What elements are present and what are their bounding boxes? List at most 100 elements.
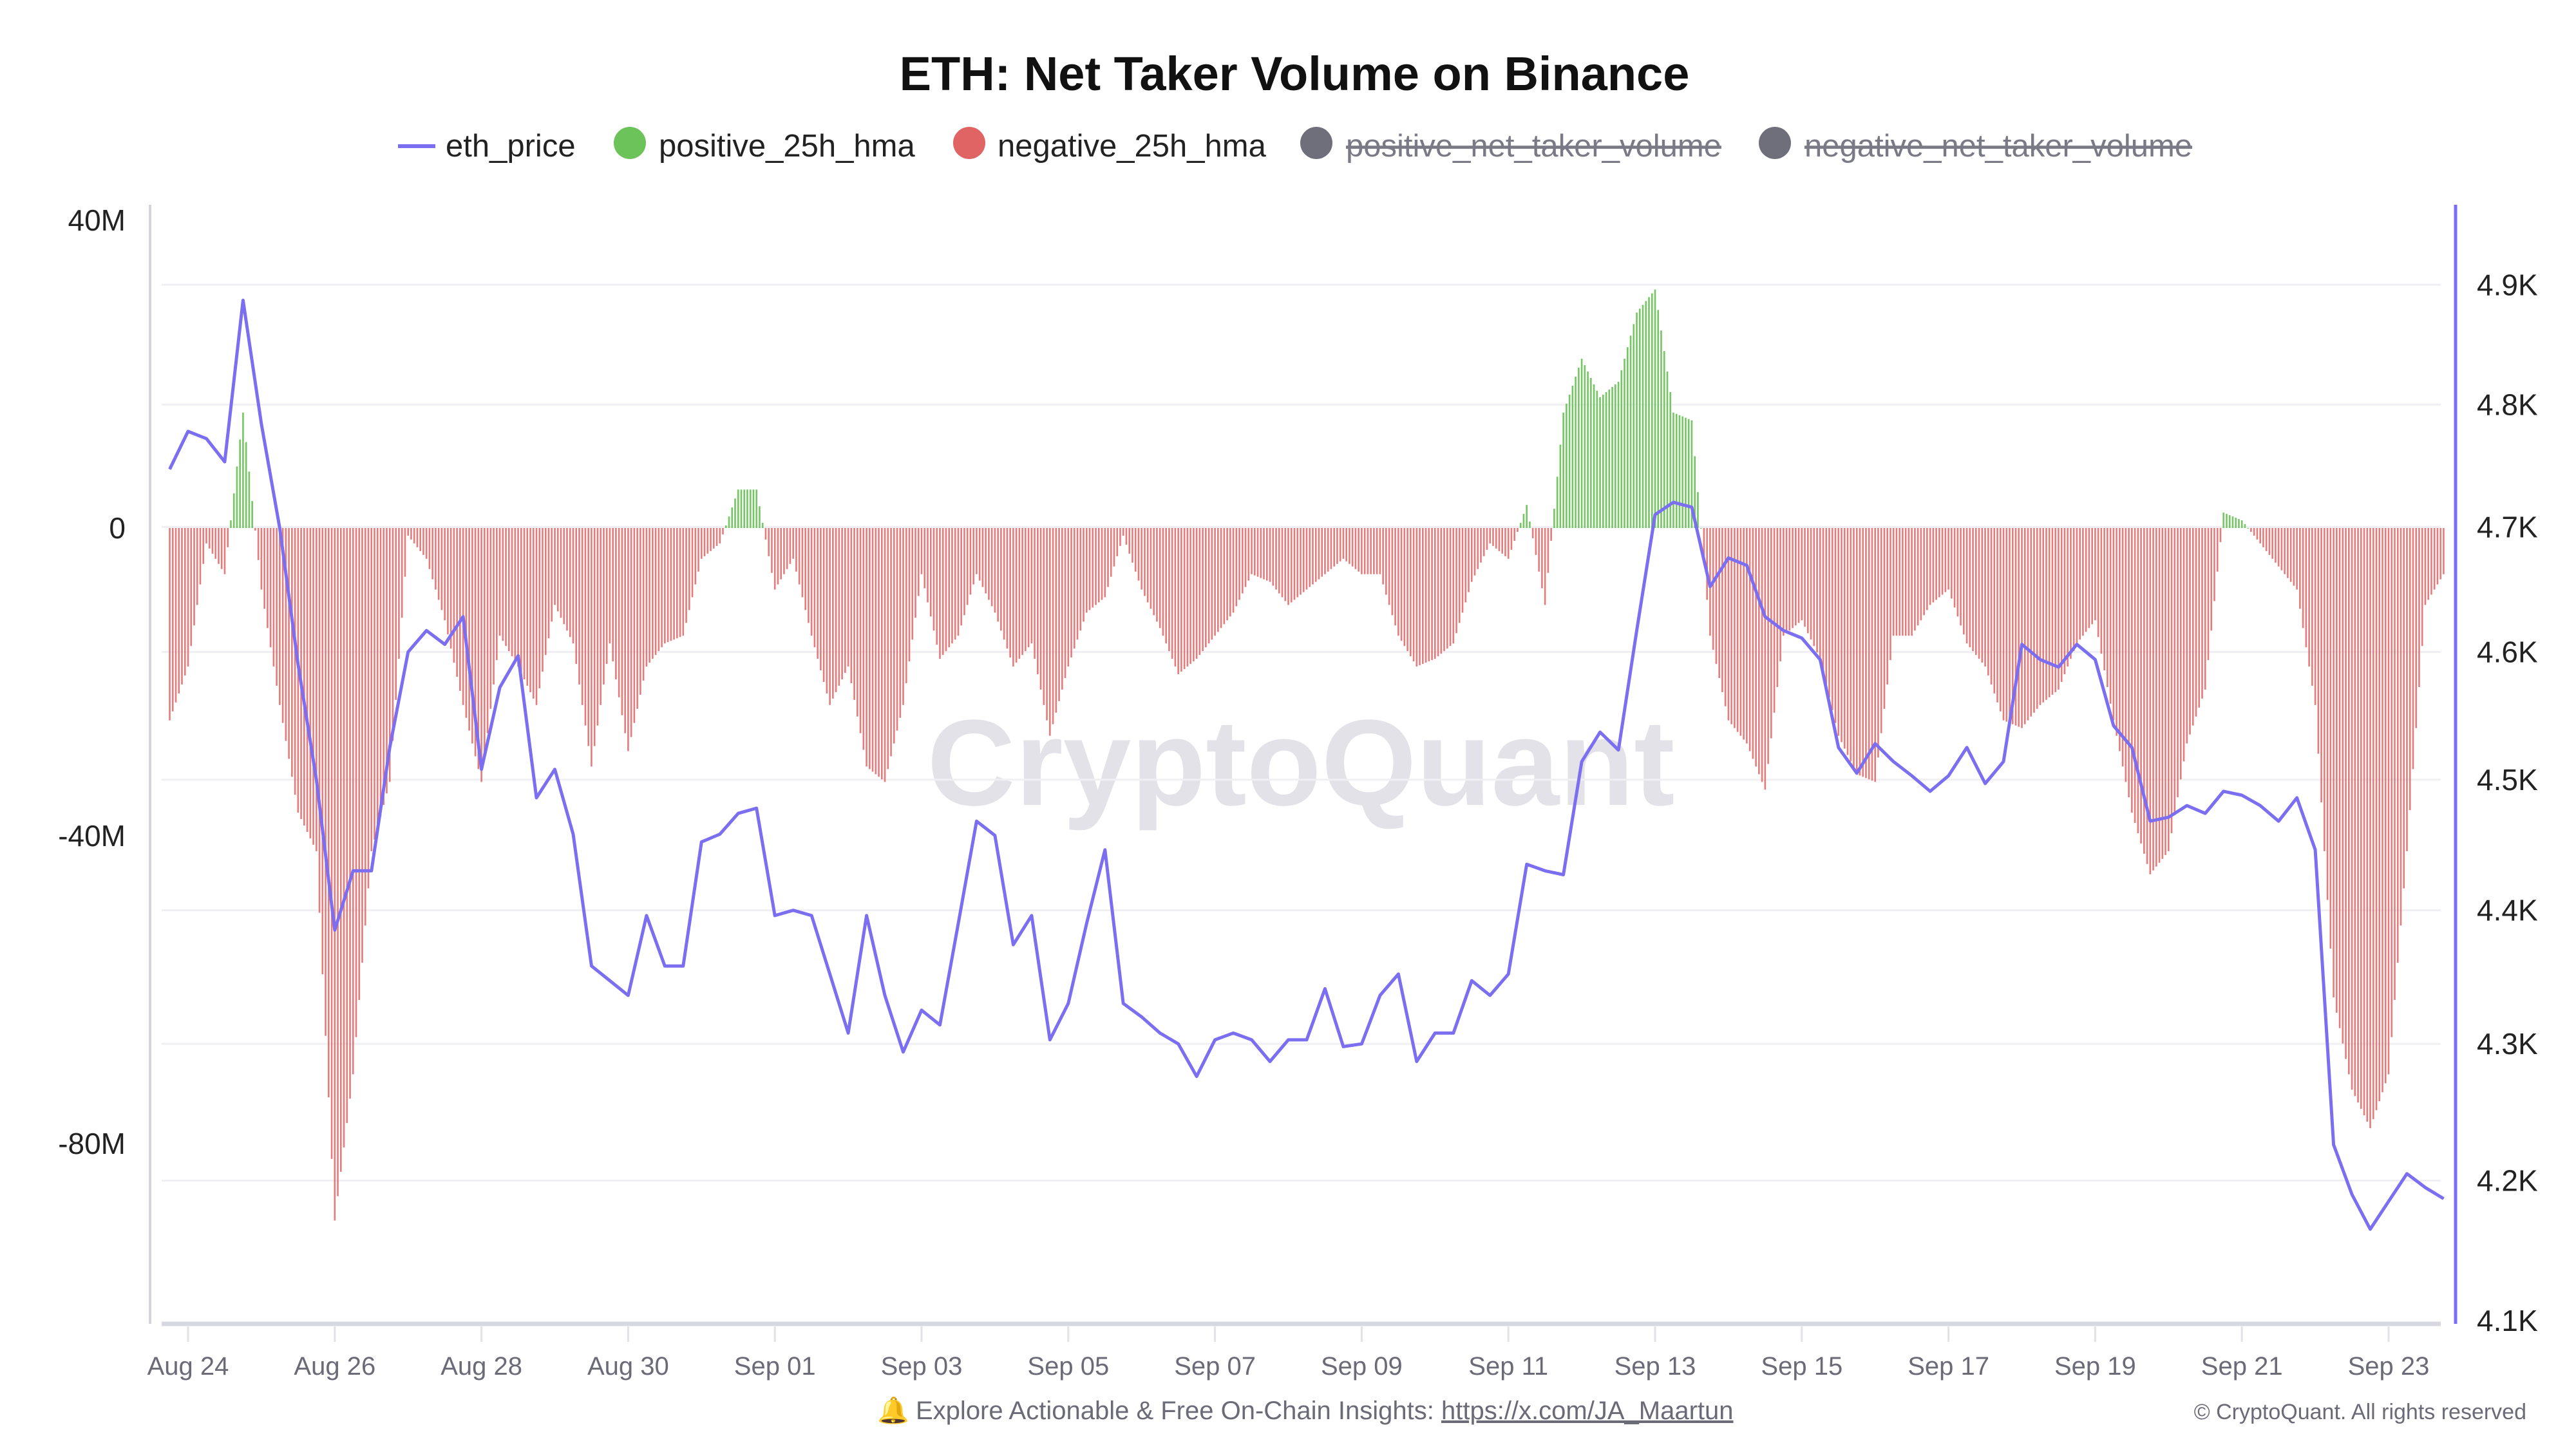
eth-price-point: [2058, 666, 2059, 668]
negative-hma-bar: [386, 528, 388, 794]
negative-hma-bar: [1819, 528, 1821, 659]
negative-hma-bar: [2430, 528, 2432, 595]
negative-hma-bar: [1376, 528, 1378, 574]
negative-hma-bar: [1965, 528, 1968, 644]
negative-hma-bar: [1993, 528, 1996, 693]
negative-hma-bar: [658, 528, 660, 652]
left-tick-label: 0: [109, 511, 126, 545]
negative-hma-bar: [1868, 528, 1870, 780]
positive-hma-bar: [248, 471, 251, 528]
negative-hma-bar: [520, 528, 522, 674]
negative-hma-bar: [2219, 528, 2222, 542]
negative-hma-bar: [2091, 528, 2093, 625]
negative-hma-bar: [1458, 528, 1461, 623]
negative-hma-bar: [1406, 528, 1408, 652]
negative-hma-bar: [2137, 528, 2139, 834]
negative-hma-bar: [911, 528, 914, 640]
positive-hma-bar: [1615, 384, 1616, 528]
negative-hma-bar: [908, 528, 911, 662]
right-tick-label: 4.3K: [2477, 1027, 2538, 1061]
negative-hma-bar: [1202, 528, 1204, 652]
negative-hma-bar: [1177, 528, 1179, 675]
negative-hma-bar: [364, 528, 366, 926]
negative-hma-bar: [2060, 528, 2063, 682]
negative-hma-bar: [1046, 528, 1048, 721]
negative-hma-bar: [1244, 528, 1247, 587]
x-tick-label: Sep 15: [1761, 1352, 1842, 1381]
negative-hma-bar: [1269, 528, 1271, 582]
negative-hma-bar: [254, 528, 256, 531]
negative-hma-bar: [2121, 528, 2124, 767]
negative-hma-bar: [1025, 528, 1027, 652]
negative-hma-bar: [1926, 528, 1928, 610]
eth-price-point: [2351, 1194, 2353, 1195]
legend-dot-icon: [1759, 127, 1791, 159]
x-tick-label: Sep 19: [2054, 1352, 2136, 1381]
eth-price-point: [1031, 915, 1032, 916]
negative-hma-bar: [2400, 528, 2402, 926]
eth-price-point: [316, 779, 317, 780]
negative-hma-bar: [1330, 528, 1332, 569]
right-tick-label: 4.6K: [2477, 635, 2538, 668]
negative-hma-bar: [211, 528, 214, 554]
legend-item-negative-25h-hma[interactable]: negative_25h_hma: [953, 127, 1267, 164]
negative-hma-bar: [1342, 528, 1345, 559]
negative-hma-bar: [2345, 528, 2347, 1059]
negative-hma-bar: [1251, 528, 1253, 574]
positive-hma-bar: [1685, 417, 1687, 528]
negative-hma-bar: [645, 528, 648, 667]
negative-hma-bar: [2409, 528, 2411, 811]
footer-link[interactable]: https://x.com/JA_Maartun: [1441, 1397, 1734, 1425]
legend-item-eth-price[interactable]: eth_price: [398, 129, 576, 164]
negative-hma-bar: [667, 528, 669, 643]
positive-hma-bar: [1596, 390, 1598, 528]
negative-hma-bar: [621, 528, 623, 715]
negative-hma-bar: [291, 528, 293, 777]
negative-hma-bar: [294, 528, 296, 795]
negative-hma-bar: [933, 528, 935, 631]
negative-hma-bar: [710, 528, 712, 551]
negative-hma-bar: [948, 528, 951, 648]
negative-hma-bar: [1300, 528, 1302, 595]
negative-hma-bar: [1480, 528, 1482, 563]
negative-hma-bar: [712, 528, 715, 549]
negative-hma-bar: [676, 528, 678, 639]
negative-hma-bar: [835, 528, 837, 692]
positive-hma-bar: [743, 489, 746, 528]
negative-hma-bar: [1321, 528, 1323, 577]
negative-hma-bar: [1088, 528, 1091, 610]
negative-hma-bar: [1828, 528, 1830, 697]
legend-item-negative-net-taker-volume[interactable]: negative_net_taker_volume: [1759, 127, 2192, 164]
negative-hma-bar: [2067, 528, 2069, 667]
negative-hma-bar: [798, 528, 800, 585]
negative-hma-bar: [771, 528, 773, 573]
negative-hma-bar: [2415, 528, 2418, 728]
negative-hma-bar: [1150, 528, 1152, 609]
eth-price-point: [536, 797, 537, 798]
negative-hma-bar: [279, 528, 281, 705]
negative-hma-bar: [1440, 528, 1443, 654]
negative-hma-bar: [1000, 528, 1002, 631]
negative-hma-bar: [1146, 528, 1149, 603]
positive-hma-bar: [1620, 370, 1623, 528]
negative-hma-bar: [1464, 528, 1467, 603]
eth-price-point: [2094, 659, 2096, 660]
negative-hma-bar: [1446, 528, 1448, 649]
positive-hma-bar: [2228, 515, 2231, 528]
negative-hma-bar: [715, 528, 718, 546]
negative-hma-bar: [2406, 528, 2408, 851]
legend-item-positive-net-taker-volume[interactable]: positive_net_taker_volume: [1300, 127, 1721, 164]
negative-hma-bar: [544, 528, 547, 655]
negative-hma-bar: [1410, 528, 1412, 657]
negative-hma-bar: [1899, 528, 1900, 636]
eth-price-point: [1416, 1061, 1417, 1062]
negative-hma-bar: [2396, 528, 2399, 963]
negative-hma-bar: [1461, 528, 1464, 613]
negative-hma-bar: [1385, 528, 1387, 595]
legend-item-positive-25h-hma[interactable]: positive_25h_hma: [614, 127, 915, 164]
negative-hma-bar: [2119, 528, 2121, 751]
negative-hma-bar: [1841, 528, 1842, 742]
negative-hma-bar: [1437, 528, 1439, 657]
negative-hma-bar: [1788, 528, 1791, 631]
negative-hma-bar: [502, 528, 504, 641]
